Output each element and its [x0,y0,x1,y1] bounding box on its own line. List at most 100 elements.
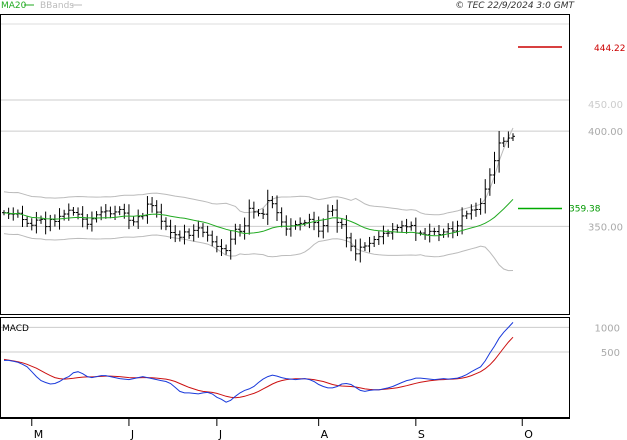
price-bar [196,220,201,238]
price-bar [376,231,381,245]
price-grid [0,23,570,227]
price-bar [94,211,99,223]
price-bar [330,205,335,217]
price-bar [497,131,502,173]
price-bar [483,179,488,214]
x-axis-tick-label: J [130,428,134,440]
ma20-value-label: 359.38 [569,205,601,215]
price-bar [413,217,418,241]
price-bar [205,225,210,242]
price-bar [228,230,233,260]
price-bar [224,244,229,255]
price-bar [362,242,367,252]
price-bar [191,224,196,242]
price-bar [270,195,275,209]
price-bar [312,211,317,231]
price-bar [177,230,182,242]
price-bar [353,239,358,261]
price-bar [80,206,85,228]
price-bar [168,219,173,239]
bollinger-upper-band [3,127,514,216]
price-bar [275,195,280,221]
price-bar [52,214,57,227]
price-bar [358,238,363,263]
price-bar [210,230,215,247]
macd-y-axis: 500 1000 [595,323,620,359]
x-axis-tick-label: S [418,428,425,440]
price-bar [29,218,34,231]
price-bar [237,224,242,237]
price-bar [409,221,414,231]
price-bar [432,227,437,236]
price-y-tick-label: 350.00 [588,222,623,233]
price-bar [335,199,340,233]
price-bar [279,207,284,228]
price-bar [39,215,44,224]
price-bar [89,211,94,232]
price-bar [108,206,113,219]
price-y-tick-label: 450.00 [588,100,623,111]
price-bar [469,204,474,220]
price-bar [117,206,122,216]
price-bar [233,223,238,245]
price-bar [441,228,446,238]
price-bar [506,131,511,148]
price-bar [214,235,219,253]
macd-grid [0,326,570,353]
x-axis-tick-label: J [218,428,222,440]
price-bar [219,239,224,256]
macd-y-tick-label: 1000 [595,323,620,334]
price-bar [284,215,289,236]
price-bar [200,223,205,238]
macd-line [4,322,514,403]
price-bar [423,227,428,240]
price-bar [85,214,90,230]
price-bar [399,220,404,233]
legend-ma20: MA20 [1,1,27,11]
price-bar [25,215,30,228]
price-bar [367,236,372,253]
macd-title: MACD [2,324,29,334]
price-bar [386,229,391,237]
price-bar [247,199,252,235]
price-bar [436,225,441,242]
price-bar [321,218,326,239]
price-bar [242,217,247,240]
price-bar [187,228,192,239]
price-bar [20,205,25,228]
price-bar [372,235,377,248]
price-bar [298,217,303,231]
chart-header: MA20 BBands © TEC 22/9/2024 3:0 GMT [1,1,576,11]
bollinger-lower-band [3,233,514,272]
price-bar [159,203,164,230]
price-bar [251,201,256,219]
price-bar [478,198,483,215]
price-bar [501,137,506,148]
price-bar [511,133,515,142]
x-axis-tick-label: O [524,428,533,440]
price-y-tick-label: 400.00 [588,127,623,138]
price-bar [103,204,108,219]
price-bar [381,225,386,245]
macd-y-tick-label: 500 [601,348,620,359]
macd-signal-line [3,336,514,399]
price-bar [316,216,321,238]
copyright-timestamp: © TEC 22/9/2024 3:0 GMT [455,1,575,11]
price-panel-frame [0,14,570,315]
price-bar [71,207,76,216]
price-bar [450,221,455,239]
price-bar [140,212,145,220]
price-bar [265,189,270,225]
price-bar [163,217,168,231]
price-bar [136,209,141,229]
price-bar [492,151,497,184]
price-bar [460,207,465,235]
price-bar [446,223,451,238]
price-bar [395,224,400,233]
legend-bbands: BBands [40,1,74,11]
price-bar [455,220,460,237]
price-panel: 444.22 359.38 350.00 400.00 450.00 [0,14,626,315]
price-bar [344,215,349,248]
